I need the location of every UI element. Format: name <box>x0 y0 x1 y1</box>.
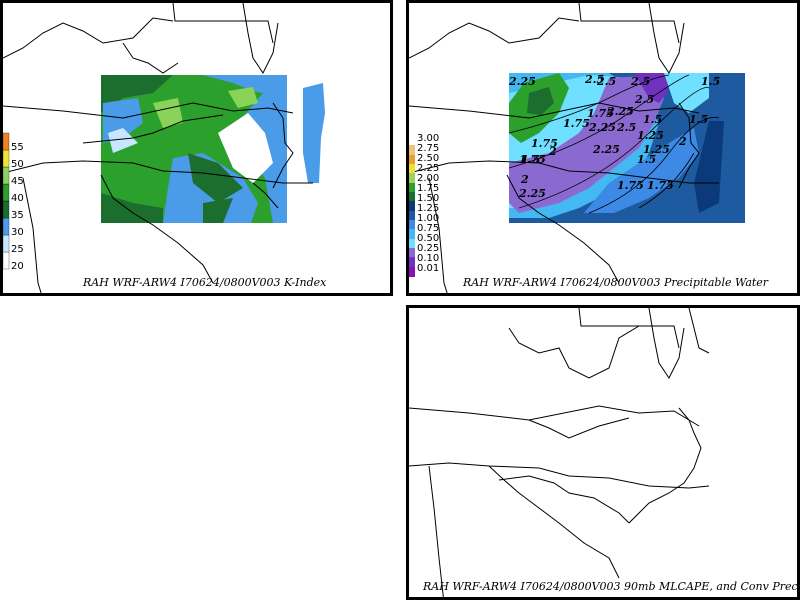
legend-swatch <box>409 229 415 240</box>
k-index-panel: 55 50 45 40 35 30 25 20 RAH WRF-ARW4 I70… <box>0 0 393 296</box>
legend-tick: 30 <box>11 227 24 238</box>
legend-tick: 1.00 <box>417 213 440 224</box>
legend-swatch <box>409 220 415 231</box>
contour-label: 2.5 <box>584 73 604 86</box>
contour-label: 2 <box>548 145 557 158</box>
precipitable-water-caption: RAH WRF-ARW4 I70624/0800V003 Precipitabl… <box>463 276 769 289</box>
legend-swatch <box>409 257 415 268</box>
precipitable-water-panel: 2.25 2.5 2.5 2.5 2.25 2.25 2.5 1.75 2.25 2 1.75 1.5… <box>406 0 800 296</box>
contour-label: 1.75 <box>647 179 674 192</box>
legend-tick: 3.00 <box>417 133 440 144</box>
contour-label: 2.25 <box>606 105 634 118</box>
legend-tick: 2.75 <box>417 143 440 154</box>
contour-label: 1.5 <box>637 153 656 166</box>
k-index-map <box>3 3 325 293</box>
legend-tick: 25 <box>11 244 24 255</box>
legend-swatch <box>409 154 415 165</box>
contour-label: 1.75 <box>617 179 644 192</box>
legend-tick: 0.01 <box>417 263 440 274</box>
contour-lines <box>508 74 720 214</box>
k-index-caption: RAH WRF-ARW4 I70624/0800V003 K-Index <box>83 276 327 289</box>
legend-tick: 2.00 <box>417 173 440 184</box>
legend-swatch <box>409 192 415 203</box>
contour-label: 2.25 <box>588 121 616 134</box>
contour-label: 1.25 <box>637 129 664 142</box>
contour-label: 1.75 <box>531 137 558 150</box>
contour-label: 1.75 <box>587 107 614 120</box>
legend-tick: 1.25 <box>417 203 440 214</box>
legend-tick: 0.50 <box>417 233 440 244</box>
legend-tick: 2.50 <box>417 153 440 164</box>
legend-tick: 40 <box>11 193 24 204</box>
contour-label: 1.5 <box>689 113 708 126</box>
legend-swatch <box>409 238 415 249</box>
contour-label: 2.25 <box>508 75 536 88</box>
legend-swatch <box>409 145 415 156</box>
mlcape-map <box>409 308 710 597</box>
legend-tick: 35 <box>11 210 24 221</box>
legend-tick: 1.50 <box>417 193 440 204</box>
legend-tick: 1.75 <box>417 183 440 194</box>
state-boundaries <box>3 3 313 293</box>
mlcape-caption: RAH WRF-ARW4 I70624/0800V003 90mb MLCAPE… <box>423 580 800 593</box>
legend-tick: 20 <box>11 261 24 272</box>
k-index-field <box>101 75 325 223</box>
legend-tick: 2.25 <box>417 163 440 174</box>
legend-tick: 55 <box>11 142 24 153</box>
legend-swatch <box>409 164 415 175</box>
contour-label: 1.5 <box>701 75 720 88</box>
state-boundaries <box>409 308 710 597</box>
legend-tick: 0.10 <box>417 253 440 264</box>
legend-tick: 45 <box>11 176 24 187</box>
contour-label: 2.5 <box>630 75 650 88</box>
k-index-legend: 55 50 45 40 35 30 25 20 <box>3 133 33 283</box>
legend-swatch <box>409 210 415 221</box>
legend-swatch <box>409 182 415 193</box>
legend-swatch <box>409 266 415 277</box>
legend-swatch <box>3 132 10 151</box>
state-boundaries <box>409 3 719 293</box>
legend-swatch <box>409 136 415 147</box>
precipitable-water-legend: 3.00 2.75 2.50 2.25 2.00 1.75 1.50 1.25 1.00 0.75… <box>409 133 445 277</box>
contour-label: 2 <box>678 135 687 148</box>
contour-label: 2.25 <box>592 143 620 156</box>
contour-label: 1.25 <box>643 143 670 156</box>
contour-label: 1.5 <box>643 113 662 126</box>
contour-label: 2.5 <box>616 121 636 134</box>
legend-tick: 50 <box>11 159 24 170</box>
contour-label: 1.75 <box>519 153 546 166</box>
legend-swatch <box>409 201 415 212</box>
contour-label: 2.25 <box>518 187 546 200</box>
contour-label: 2 <box>520 173 529 186</box>
legend-swatch <box>409 248 415 259</box>
legend-tick: 0.75 <box>417 223 440 234</box>
contour-label: 2.5 <box>596 75 616 88</box>
legend-swatch <box>409 173 415 184</box>
contour-label: 2.5 <box>634 93 654 106</box>
legend-tick: 0.25 <box>417 243 440 254</box>
precipitable-water-map: 2.25 2.5 2.52.52.252.25 2.51.752.2521.751.5… <box>409 3 745 293</box>
contour-label: 1.5 <box>521 153 540 166</box>
mlcape-panel: RAH WRF-ARW4 I70624/0800V003 90mb MLCAPE… <box>406 305 800 600</box>
k-index-legend-bar <box>3 132 10 270</box>
contour-label-group: 2.25 2.5 2.52.52.252.25 2.51.752.2521.751.5… <box>508 73 720 200</box>
contour-label: 1.75 <box>563 117 590 130</box>
